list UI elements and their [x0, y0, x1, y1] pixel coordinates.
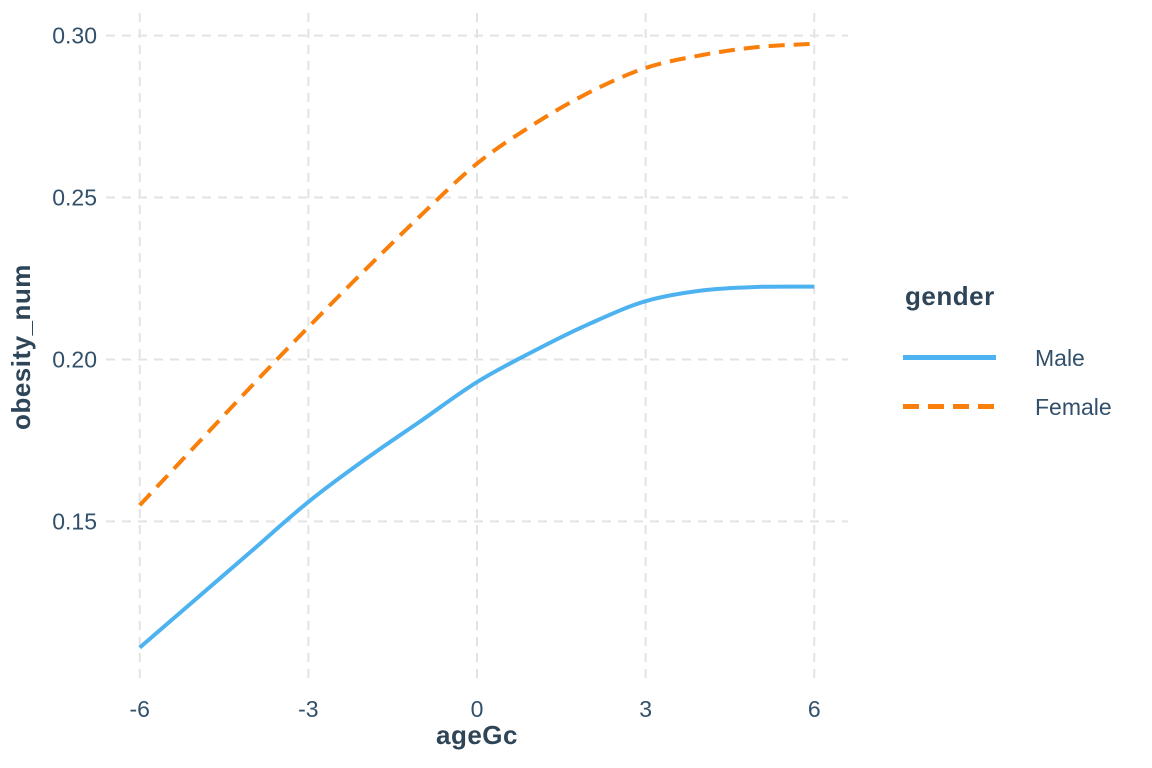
male-line: [138, 284, 815, 650]
y-tick-label: 0.20: [52, 346, 97, 372]
legend: gender Male Female: [903, 281, 1112, 420]
plot-area: -6 -3 0 3 6 0.15 0.20 0.25 0.30: [52, 13, 848, 722]
x-tick-label: -6: [130, 696, 150, 722]
x-tick-label: 6: [808, 696, 821, 722]
legend-label-female: Female: [1035, 394, 1112, 420]
female-line: [138, 41, 815, 507]
x-tick-label: 3: [639, 696, 652, 722]
legend-title: gender: [905, 281, 995, 311]
y-tick-label: 0.30: [52, 23, 97, 49]
y-axis-title: obesity_num: [6, 264, 36, 430]
x-tick-label: 0: [471, 696, 484, 722]
y-tick-label: 0.25: [52, 185, 97, 211]
legend-label-male: Male: [1035, 345, 1085, 371]
x-axis-title: ageGc: [436, 720, 518, 750]
x-tick-label: -3: [298, 696, 318, 722]
y-tick-label: 0.15: [52, 508, 97, 534]
